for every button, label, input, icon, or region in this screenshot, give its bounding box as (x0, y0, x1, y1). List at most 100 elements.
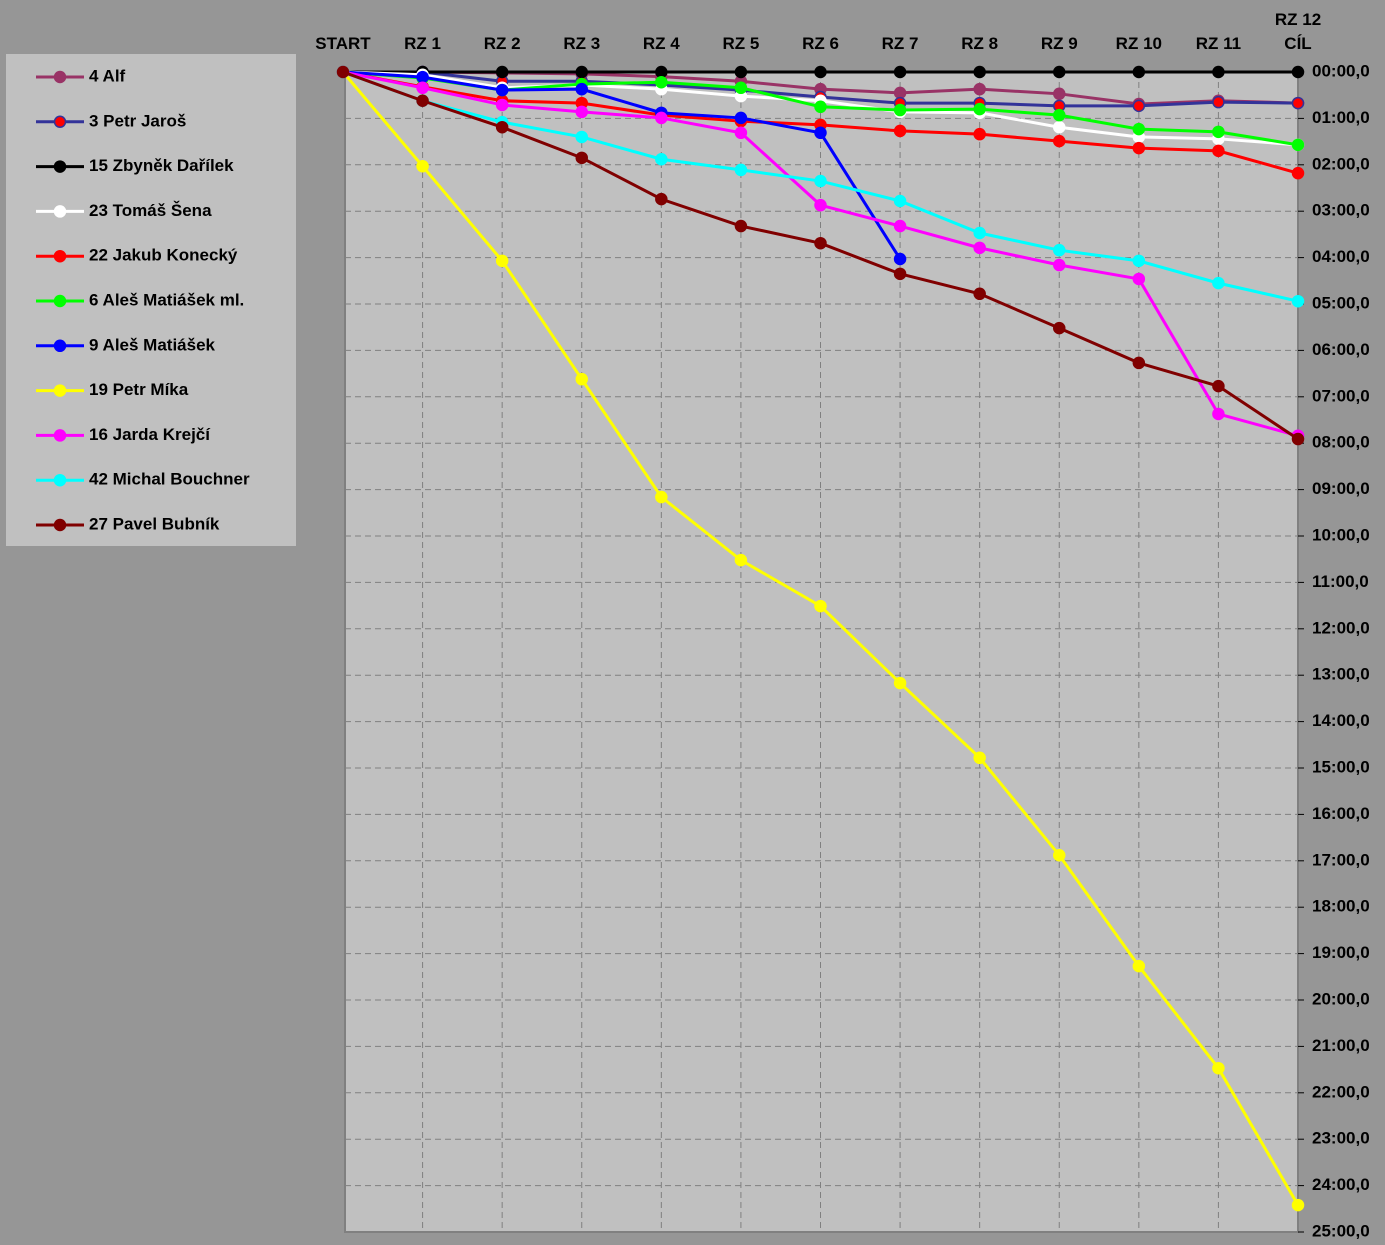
point (734, 219, 748, 233)
legend-label: 27 Pavel Bubník (89, 514, 220, 533)
point (336, 65, 350, 79)
point (973, 102, 986, 116)
y-tick-label: 03:00,0 (1312, 201, 1370, 220)
x-tick-label: RZ 7 (881, 34, 919, 53)
point (1132, 254, 1146, 268)
y-tick-label: 12:00,0 (1312, 618, 1370, 637)
point (495, 83, 509, 97)
x-tick-label: RZ 5 (722, 34, 760, 53)
point (1053, 65, 1066, 79)
point (814, 174, 827, 188)
point (1132, 959, 1146, 973)
point (416, 81, 429, 95)
point (1053, 87, 1066, 101)
point (1053, 258, 1066, 272)
legend-label: 19 Petr Míka (89, 380, 189, 399)
x-tick-label: RZ 12 CÍL (1274, 10, 1322, 53)
series-line (342, 70, 902, 260)
point (893, 86, 907, 100)
legend-marker (53, 294, 67, 308)
x-tick-label: RZ 8 (961, 34, 999, 53)
point (495, 98, 509, 112)
point (1291, 166, 1305, 180)
y-tick-label: 17:00,0 (1312, 850, 1370, 869)
point (655, 111, 668, 125)
y-tick-label: 06:00,0 (1312, 340, 1370, 359)
y-tick-label: 01:00,0 (1312, 108, 1370, 127)
point (734, 111, 748, 125)
legend-label: 9 Aleš Matiášek (89, 335, 216, 354)
x-tick-label: RZ 1 (404, 34, 441, 53)
point (575, 82, 588, 96)
legend-marker (53, 384, 67, 397)
point (1212, 144, 1225, 158)
legend-marker (53, 249, 67, 263)
legend-marker (53, 429, 67, 442)
point (814, 198, 827, 212)
x-tick-label: RZ 3 (563, 34, 601, 53)
y-tick-label: 22:00,0 (1312, 1082, 1370, 1101)
point (973, 241, 986, 255)
point (575, 151, 588, 165)
point (1212, 407, 1225, 421)
point (973, 226, 986, 240)
y-tick-label: 11:00,0 (1312, 572, 1369, 591)
point (416, 94, 429, 108)
legend-marker (53, 339, 67, 353)
y-tick-label: 25:00,0 (1312, 1221, 1370, 1240)
y-tick-label: 13:00,0 (1312, 665, 1370, 684)
legend-label: 22 Jakub Konecký (89, 246, 238, 265)
point (814, 65, 827, 79)
point (1132, 272, 1146, 286)
point (893, 103, 907, 117)
point (814, 126, 827, 140)
y-tick-label: 19:00,0 (1312, 943, 1370, 962)
point (1212, 65, 1225, 79)
legend-marker (53, 518, 67, 532)
point (814, 599, 827, 613)
point (814, 100, 827, 114)
point (575, 105, 588, 119)
point (655, 490, 668, 504)
legend-label: 6 Aleš Matiášek ml. (89, 290, 244, 309)
x-tick-label: RZ 4 (642, 34, 680, 53)
point (1053, 108, 1066, 122)
point (734, 65, 748, 79)
legend-label: 15 Zbyněk Dařílek (89, 156, 234, 175)
point (1291, 1198, 1305, 1212)
legend-marker (53, 115, 67, 129)
point (1053, 848, 1066, 862)
legend-marker (53, 205, 67, 218)
x-tick-label: RZ 11 (1195, 34, 1242, 53)
point (575, 372, 588, 386)
y-tick-label: 09:00,0 (1312, 479, 1370, 498)
point (734, 553, 748, 567)
point (893, 65, 907, 79)
y-tick-label: 24:00,0 (1312, 1175, 1370, 1194)
y-tick-label: 14:00,0 (1312, 711, 1370, 730)
point (1132, 122, 1146, 136)
point (893, 252, 907, 266)
point (1132, 99, 1146, 113)
point (1132, 65, 1146, 79)
y-tick-label: 08:00,0 (1312, 433, 1370, 452)
point (1212, 125, 1225, 139)
point (416, 70, 429, 84)
point (655, 75, 668, 89)
point (575, 130, 588, 144)
point (495, 254, 509, 268)
point (575, 65, 588, 79)
y-tick-label: 18:00,0 (1312, 897, 1370, 916)
point (1291, 96, 1305, 110)
point (734, 126, 748, 140)
point (1291, 294, 1305, 308)
x-tick-label: START (315, 34, 371, 53)
y-tick-label: 05:00,0 (1312, 293, 1370, 312)
point (973, 82, 986, 96)
x-tick-label: RZ 10 (1115, 34, 1162, 53)
point (1053, 321, 1066, 335)
y-tick-label: 00:00,0 (1312, 61, 1370, 80)
point (814, 236, 827, 250)
legend-marker (53, 70, 67, 84)
